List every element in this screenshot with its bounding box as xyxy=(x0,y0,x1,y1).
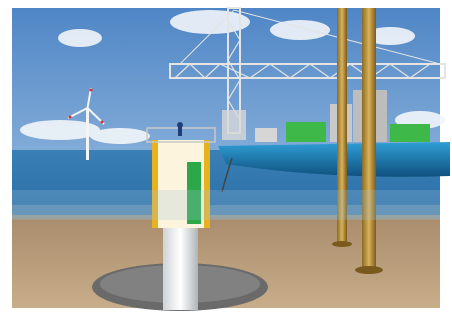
page xyxy=(0,0,452,316)
monopile xyxy=(163,225,198,310)
underwater-haze xyxy=(12,190,440,220)
illustration xyxy=(0,0,452,316)
